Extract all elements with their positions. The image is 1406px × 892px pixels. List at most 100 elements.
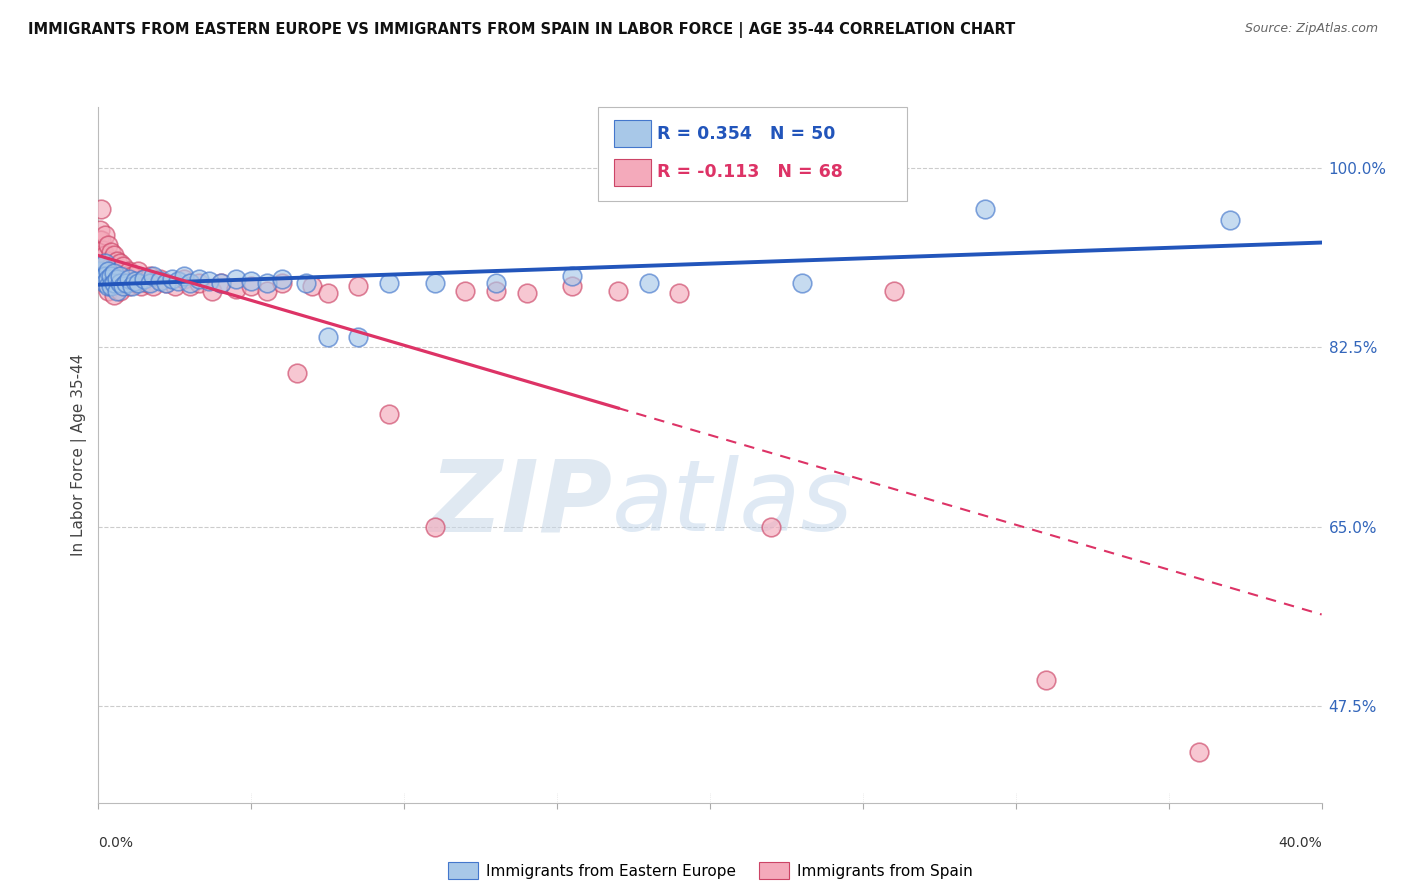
- Point: [108, 268, 131, 283]
- Point: [378, 407, 401, 421]
- Point: [423, 276, 446, 290]
- Point: [160, 272, 183, 286]
- Text: 40.0%: 40.0%: [1278, 836, 1322, 850]
- Point: [668, 286, 690, 301]
- Text: atlas: atlas: [612, 455, 853, 552]
- Point: [134, 272, 156, 286]
- Point: [209, 276, 232, 290]
- Point: [883, 284, 905, 298]
- Point: [149, 272, 172, 286]
- Point: [485, 284, 508, 298]
- Point: [97, 253, 120, 268]
- Point: [124, 274, 146, 288]
- Point: [89, 223, 111, 237]
- Point: [1035, 673, 1057, 687]
- Point: [301, 279, 323, 293]
- Point: [197, 274, 219, 288]
- Point: [155, 276, 177, 290]
- Point: [111, 259, 134, 273]
- Point: [188, 276, 211, 290]
- Point: [100, 245, 122, 260]
- Point: [105, 272, 128, 286]
- Point: [225, 272, 247, 286]
- Point: [93, 274, 115, 288]
- Point: [93, 264, 115, 278]
- Point: [188, 272, 211, 286]
- Point: [127, 276, 149, 290]
- Point: [149, 274, 172, 288]
- Point: [225, 282, 247, 296]
- Point: [105, 253, 128, 268]
- Point: [103, 276, 125, 290]
- Point: [100, 268, 122, 283]
- Point: [1188, 745, 1211, 759]
- Point: [108, 255, 131, 269]
- Point: [179, 279, 201, 293]
- Point: [974, 202, 997, 217]
- Point: [90, 248, 112, 262]
- Point: [93, 255, 115, 269]
- Point: [295, 276, 318, 290]
- Point: [103, 264, 125, 278]
- Point: [93, 248, 115, 262]
- Point: [139, 268, 162, 283]
- Point: [97, 279, 120, 293]
- Point: [90, 264, 112, 278]
- Point: [179, 276, 201, 290]
- Point: [103, 288, 125, 302]
- Point: [270, 272, 292, 286]
- Point: [316, 330, 339, 344]
- Point: [105, 284, 128, 298]
- Point: [155, 276, 177, 290]
- Point: [115, 276, 138, 290]
- Legend: Immigrants from Eastern Europe, Immigrants from Spain: Immigrants from Eastern Europe, Immigran…: [441, 855, 979, 886]
- Point: [121, 279, 143, 293]
- Point: [256, 284, 278, 298]
- Point: [142, 268, 165, 283]
- Point: [1219, 212, 1241, 227]
- Point: [105, 268, 128, 283]
- Point: [93, 227, 115, 242]
- Point: [108, 276, 131, 290]
- Point: [163, 279, 186, 293]
- Point: [97, 272, 120, 286]
- Point: [423, 519, 446, 533]
- Point: [485, 276, 508, 290]
- Point: [115, 268, 138, 283]
- Point: [97, 284, 120, 298]
- Text: R = 0.354   N = 50: R = 0.354 N = 50: [657, 125, 835, 143]
- Point: [97, 238, 120, 252]
- Point: [108, 284, 131, 298]
- Point: [347, 279, 370, 293]
- Point: [270, 276, 292, 290]
- Point: [111, 279, 134, 293]
- Point: [89, 264, 111, 278]
- Point: [256, 276, 278, 290]
- Point: [561, 268, 583, 283]
- Point: [637, 276, 661, 290]
- Point: [173, 272, 195, 286]
- Point: [93, 276, 115, 290]
- Text: Source: ZipAtlas.com: Source: ZipAtlas.com: [1244, 22, 1378, 36]
- Point: [100, 276, 122, 290]
- Point: [103, 248, 125, 262]
- Point: [139, 276, 162, 290]
- Point: [200, 284, 222, 298]
- Point: [134, 272, 156, 286]
- Point: [89, 233, 111, 247]
- Point: [90, 202, 112, 217]
- Point: [173, 268, 195, 283]
- Point: [347, 330, 370, 344]
- Point: [118, 264, 141, 278]
- Point: [97, 268, 120, 283]
- Point: [127, 264, 149, 278]
- Point: [240, 274, 263, 288]
- Y-axis label: In Labor Force | Age 35-44: In Labor Force | Age 35-44: [72, 354, 87, 556]
- Point: [209, 276, 232, 290]
- Point: [118, 272, 141, 286]
- Point: [285, 366, 308, 380]
- Point: [90, 268, 112, 283]
- Point: [607, 284, 630, 298]
- Point: [100, 279, 122, 293]
- Point: [316, 286, 339, 301]
